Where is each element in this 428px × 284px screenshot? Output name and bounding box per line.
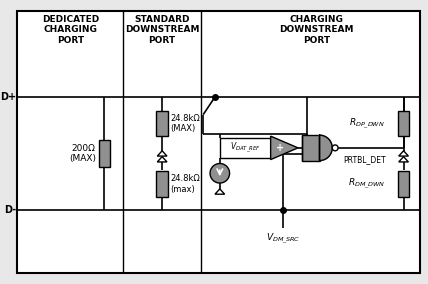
Polygon shape	[158, 151, 167, 156]
Polygon shape	[215, 189, 225, 194]
Text: STANDARD
DOWNSTREAM
PORT: STANDARD DOWNSTREAM PORT	[125, 15, 199, 45]
Polygon shape	[158, 157, 167, 162]
Text: +: +	[276, 143, 284, 153]
Bar	[156, 171, 168, 197]
Text: CHARGING
DOWNSTREAM
PORT: CHARGING DOWNSTREAM PORT	[279, 15, 354, 45]
Bar	[302, 135, 320, 160]
Bar	[398, 111, 410, 136]
Circle shape	[332, 145, 338, 151]
Text: D-: D-	[4, 205, 17, 216]
Text: D+: D+	[0, 92, 17, 102]
Text: $R_{DP\_DWN}$: $R_{DP\_DWN}$	[348, 116, 384, 131]
Text: DEDICATED
CHARGING
PORT: DEDICATED CHARGING PORT	[42, 15, 99, 45]
Text: $R_{DM\_DWN}$: $R_{DM\_DWN}$	[348, 177, 385, 191]
Text: 24.8kΩ
(MAX): 24.8kΩ (MAX)	[170, 114, 200, 133]
Text: $V_{DM\_SRC}$: $V_{DM\_SRC}$	[266, 232, 300, 247]
Polygon shape	[270, 136, 298, 160]
Circle shape	[210, 164, 229, 183]
Polygon shape	[399, 157, 408, 162]
Polygon shape	[399, 151, 408, 156]
Bar	[220, 138, 270, 158]
Bar	[156, 111, 168, 136]
Text: 200Ω
(MAX): 200Ω (MAX)	[69, 144, 96, 163]
Text: PRTBL_DET: PRTBL_DET	[343, 155, 386, 164]
Bar	[98, 140, 110, 167]
Bar	[398, 171, 410, 197]
Text: $V_{DAT\_REF}$: $V_{DAT\_REF}$	[230, 141, 261, 155]
Text: 24.8kΩ
(max): 24.8kΩ (max)	[170, 174, 200, 194]
Polygon shape	[320, 135, 332, 160]
